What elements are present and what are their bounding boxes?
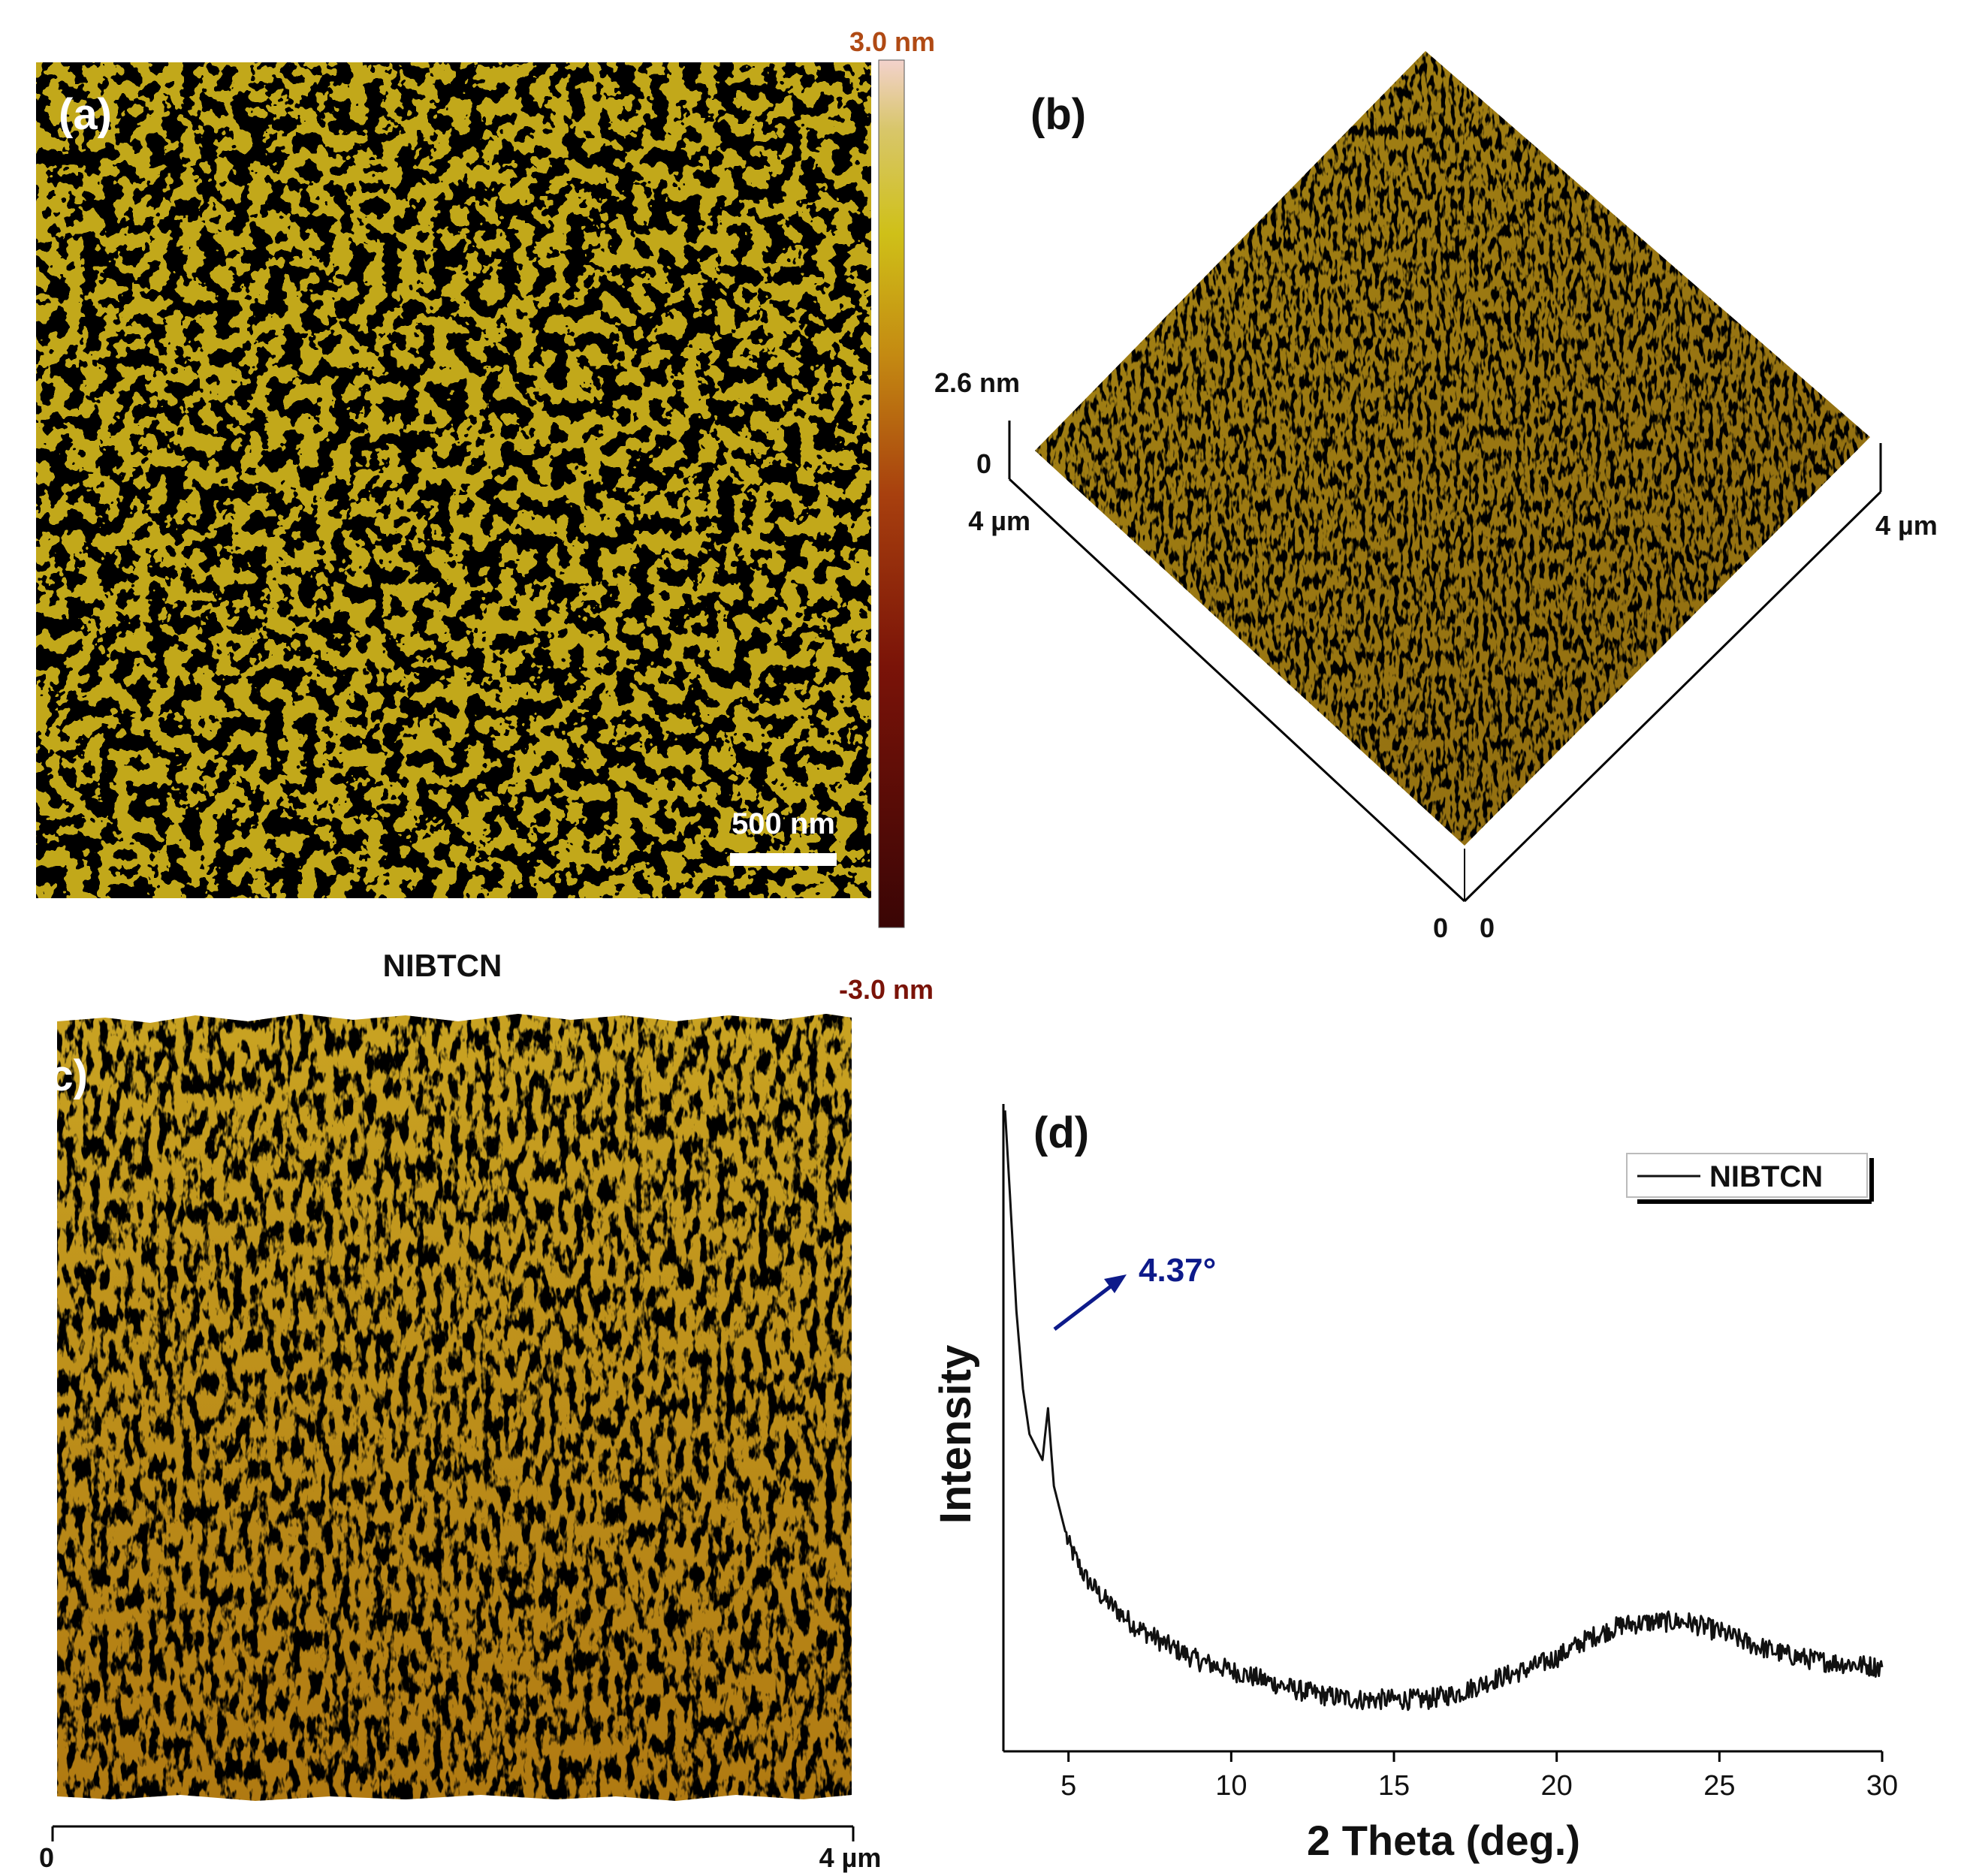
x-tick-label: 10 — [1215, 1770, 1247, 1802]
x-tick-label: 25 — [1703, 1770, 1735, 1802]
panel-d: (d) 5 10 15 20 25 30 Intensity 2 Theta (deg.)… — [931, 1104, 1898, 1864]
x-tick-label: 5 — [1060, 1770, 1076, 1802]
panel-b-label: (b) — [1030, 90, 1086, 139]
surface-3d-c-texture — [57, 1014, 852, 1801]
panel-d-label: (d) — [1033, 1108, 1089, 1157]
axis-b-origin-right-label: 0 — [1480, 912, 1495, 943]
x-tick-label: 20 — [1541, 1770, 1573, 1802]
panel-c-label: (c) — [35, 1051, 88, 1100]
colorbar — [878, 59, 905, 928]
peak-annotation-arrowhead — [1104, 1274, 1127, 1293]
figure-caption: NIBTCN — [383, 948, 502, 983]
afm-height-map-dark-domains — [36, 62, 871, 898]
legend-label-nibtcn: NIBTCN — [1709, 1160, 1823, 1193]
axis-b-right-label: 4 µm — [1875, 510, 1938, 541]
z-axis-max-label: 2.6 nm — [934, 367, 1020, 398]
axis-b-left-label: 4 µm — [968, 505, 1030, 536]
peak-annotation-label: 4.37° — [1139, 1252, 1216, 1289]
surface-3d-b-texture — [1035, 51, 1870, 846]
z-axis-zero-label: 0 — [976, 448, 991, 479]
series-line-nibtcn — [1003, 1110, 1884, 1712]
axis-c-start-label: 0 — [39, 1842, 54, 1873]
x-axis-label: 2 Theta (deg.) — [1307, 1817, 1580, 1864]
axis-b-right — [1463, 490, 1882, 903]
panel-c: (c) 0 4 µm — [35, 1014, 881, 1873]
panel-a-label: (a) — [59, 90, 112, 139]
panel-b: (b) 2.6 nm 0 4 µm 4 µm 0 0 — [934, 51, 1938, 943]
colorbar-min-label: -3.0 nm — [839, 974, 934, 1005]
x-tick-label: 15 — [1378, 1770, 1410, 1802]
scale-bar — [730, 853, 837, 866]
x-tick-label: 30 — [1866, 1770, 1898, 1802]
panel-a: (a) 500 nm 3.0 nm -3.0 nm NIBTCN — [36, 26, 935, 1005]
axis-b-origin-left-label: 0 — [1433, 912, 1448, 943]
axis-b-left — [1008, 478, 1466, 903]
axis-c-end-label: 4 µm — [819, 1842, 882, 1873]
peak-annotation-arrow — [1053, 1284, 1113, 1331]
y-axis-label: Intensity — [931, 1345, 980, 1525]
colorbar-max-label: 3.0 nm — [849, 26, 935, 57]
x-ticks: 5 10 15 20 25 30 — [1060, 1751, 1898, 1802]
scale-bar-label: 500 nm — [732, 807, 835, 840]
